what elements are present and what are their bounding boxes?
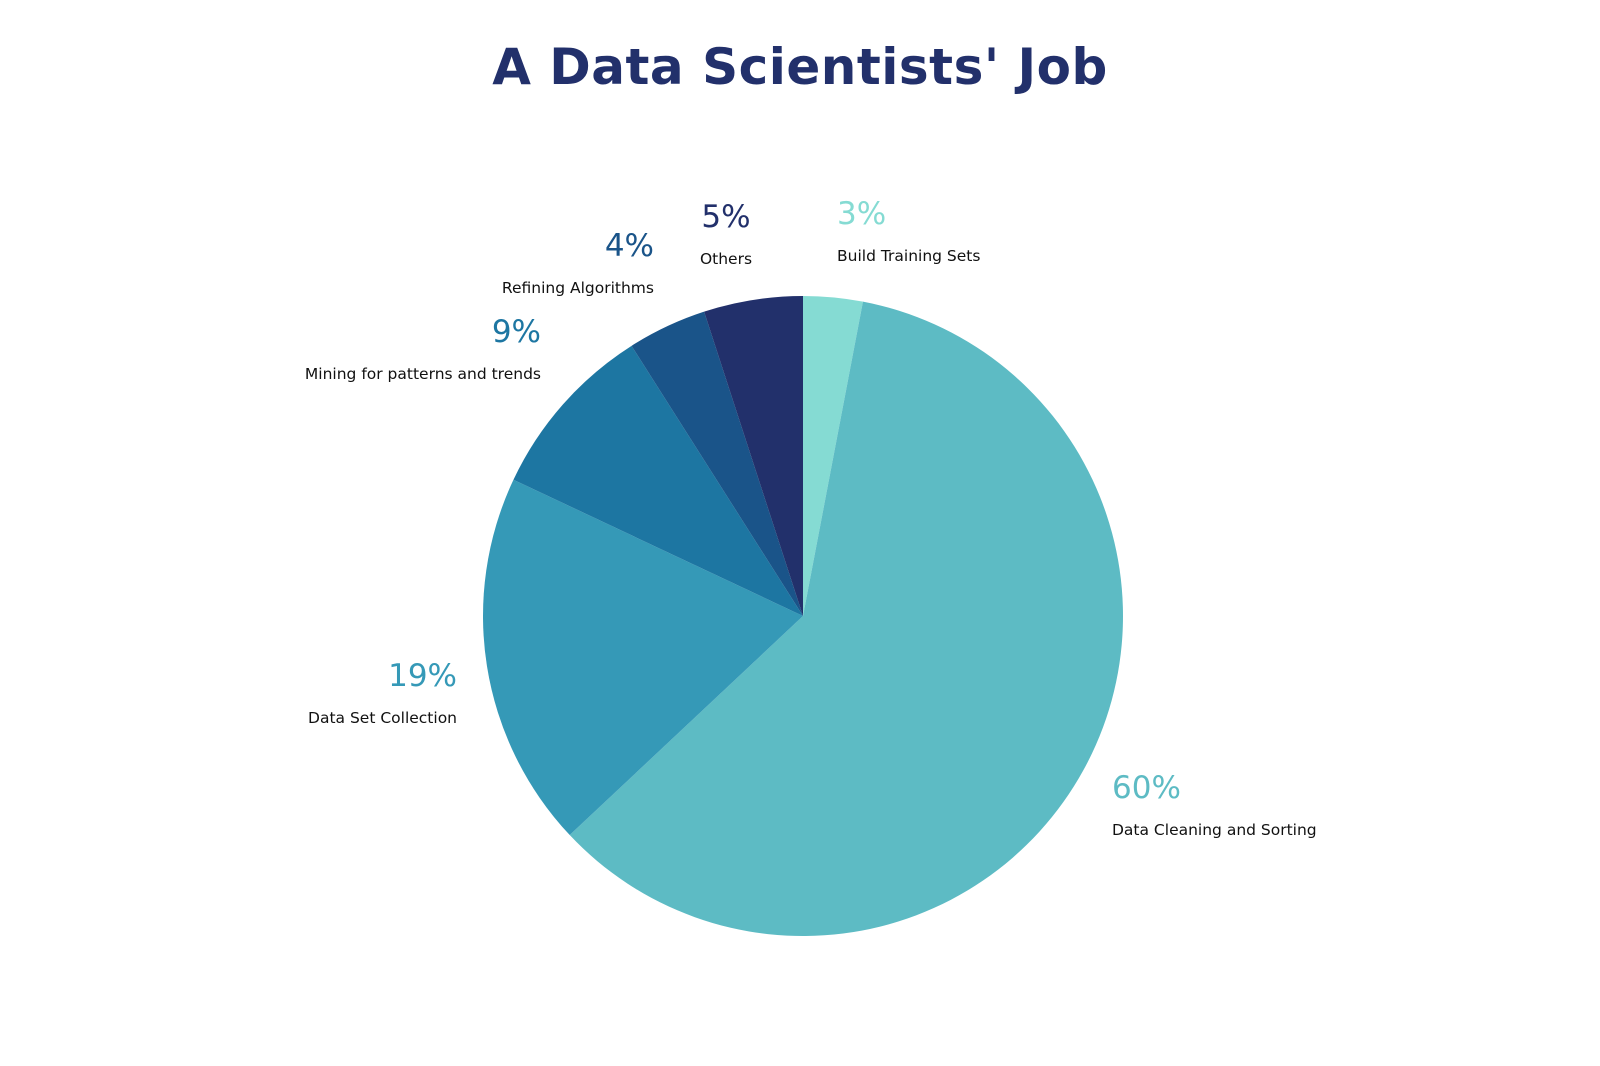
data-label-mining-for-patterns-and-trends: 9% xyxy=(492,314,541,350)
data-label-data-cleaning-and-sorting: 60% xyxy=(1112,770,1181,806)
category-label-data-cleaning-and-sorting: Data Cleaning and Sorting xyxy=(1112,821,1317,839)
category-label-data-set-collection: Data Set Collection xyxy=(308,709,457,727)
pie-slice-data-cleaning-and-sorting xyxy=(569,301,1123,937)
category-label-refining-algorithms: Refining Algorithms xyxy=(502,279,654,297)
data-label-data-set-collection: 19% xyxy=(388,658,457,694)
category-label-mining-for-patterns-and-trends: Mining for patterns and trends xyxy=(305,365,541,383)
pie-slice-data-set-collection xyxy=(483,479,803,836)
pie-slice-refining-algorithms xyxy=(631,311,803,616)
chart-title: A Data Scientists' Job xyxy=(492,38,1108,96)
pie-slice-mining-for-patterns-and-trends xyxy=(513,345,803,616)
data-label-build-training-sets: 3% xyxy=(837,196,886,232)
category-label-build-training-sets: Build Training Sets xyxy=(837,247,980,265)
pie-slice-build-training-sets xyxy=(803,296,863,616)
category-label-others: Others xyxy=(700,250,752,268)
pie-labels: 3% Build Training Sets 60% Data Cleaning an… xyxy=(305,196,1317,839)
pie-slice-others xyxy=(704,296,803,616)
data-label-refining-algorithms: 4% xyxy=(605,228,654,264)
data-label-others: 5% xyxy=(701,199,750,235)
pie-slices xyxy=(483,296,1123,937)
